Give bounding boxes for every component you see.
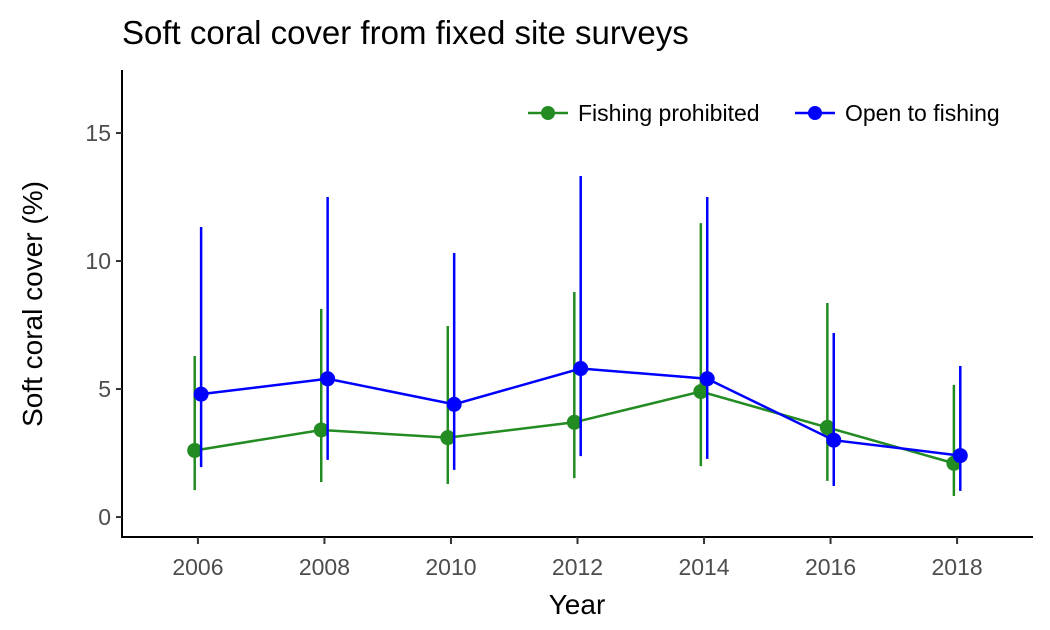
legend: Fishing prohibited Open to fishing xyxy=(528,100,1000,126)
data-point xyxy=(440,430,456,446)
data-point xyxy=(320,371,336,387)
axes xyxy=(121,70,1033,538)
data-point xyxy=(952,448,968,464)
x-tick-label: 2016 xyxy=(805,554,856,580)
x-tick-label: 2014 xyxy=(678,554,729,580)
data-point xyxy=(446,396,462,412)
legend-label: Fishing prohibited xyxy=(578,100,760,126)
x-tick-label: 2010 xyxy=(425,554,476,580)
legend-item: Fishing prohibited xyxy=(528,100,760,126)
x-ticks: 2006 2008 2010 2012 2014 2016 2018 xyxy=(172,537,983,580)
data-point xyxy=(699,371,715,387)
chart-title: Soft coral cover from fixed site surveys xyxy=(122,14,689,51)
legend-item: Open to fishing xyxy=(795,100,1000,126)
y-tick-label: 10 xyxy=(85,248,111,274)
legend-label: Open to fishing xyxy=(845,100,1000,126)
legend-key-point xyxy=(541,106,555,120)
data-point xyxy=(313,422,329,438)
series-open-to-fishing xyxy=(193,175,968,491)
x-axis-title: Year xyxy=(549,589,606,620)
data-point xyxy=(573,361,589,377)
data-point xyxy=(193,386,209,402)
x-tick-label: 2012 xyxy=(552,554,603,580)
data-point xyxy=(187,442,203,458)
y-tick-label: 5 xyxy=(98,376,111,402)
y-axis-title: Soft coral cover (%) xyxy=(17,181,48,427)
data-point xyxy=(826,432,842,448)
y-tick-label: 15 xyxy=(85,120,111,146)
x-tick-label: 2018 xyxy=(931,554,982,580)
y-tick-label: 0 xyxy=(98,504,111,530)
x-tick-label: 2006 xyxy=(172,554,223,580)
x-tick-label: 2008 xyxy=(299,554,350,580)
data-point xyxy=(819,419,835,435)
data-point xyxy=(566,414,582,430)
series-fishing-prohibited xyxy=(187,223,962,497)
plot-area xyxy=(187,175,968,497)
legend-key-point xyxy=(808,106,822,120)
y-ticks: 0 5 10 15 xyxy=(85,120,122,530)
data-point xyxy=(693,384,709,400)
